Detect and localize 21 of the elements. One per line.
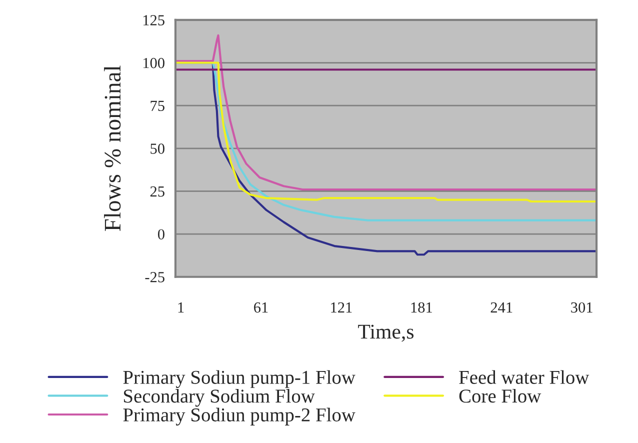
y-tick-label: 50 — [150, 144, 164, 154]
x-tick-label: 1 — [178, 302, 184, 312]
y-tick-label: 25 — [150, 186, 164, 197]
legend-label: Primary Sodiun pump-1 Flow — [123, 370, 356, 388]
x-tick-label: 241 — [490, 302, 512, 312]
legend-label: Core Flow — [459, 388, 542, 403]
legend-label: Feed water Flow — [459, 370, 590, 384]
y-tick-label: 0 — [158, 229, 164, 240]
x-tick-label: 181 — [411, 302, 432, 313]
x-axis-title: Time,s — [358, 324, 414, 342]
x-tick-label: 301 — [571, 302, 592, 313]
y-axis-title: Flows % nominal — [104, 66, 121, 232]
legend-label: Primary Sodiun pump-2 Flow — [123, 408, 356, 426]
y-tick-label: 100 — [143, 58, 164, 68]
legend-label: Secondary Sodium Flow — [124, 389, 315, 407]
x-tick-label: 61 — [254, 302, 268, 313]
x-tick-label: 121 — [331, 302, 352, 312]
y-tick-label: -25 — [145, 272, 164, 282]
line-series — [175, 34, 597, 191]
y-tick-label: 125 — [143, 15, 164, 26]
y-tick-label: 75 — [150, 100, 164, 112]
